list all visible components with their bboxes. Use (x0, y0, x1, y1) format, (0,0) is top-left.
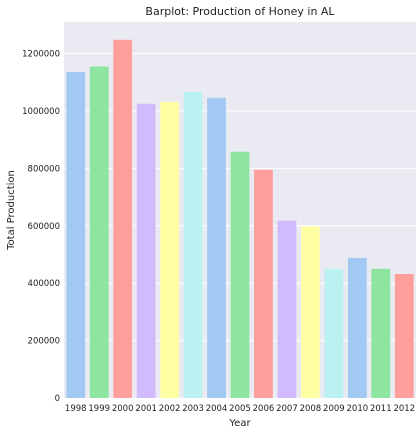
y-tick-label: 200000 (28, 337, 60, 347)
chart-title: Barplot: Production of Honey in AL (145, 5, 335, 18)
y-tick-label: 800000 (28, 164, 60, 174)
x-tick-label: 2012 (393, 404, 415, 414)
x-tick-label: 2003 (182, 404, 204, 414)
x-tick-label: 2000 (112, 404, 134, 414)
x-axis-label: Year (228, 418, 251, 429)
bar-2005 (230, 151, 250, 398)
bar-2003 (183, 92, 203, 399)
x-tick-label: 1998 (65, 404, 87, 414)
bar-2000 (113, 39, 133, 399)
x-tick-label: 2006 (253, 404, 275, 414)
bar-2010 (347, 257, 367, 398)
bar-1998 (66, 71, 86, 398)
bar-2008 (301, 226, 320, 398)
bar-2007 (277, 220, 297, 398)
y-tick-labels: 0 200000 400000 600000 800000 1000000 1200000 (22, 50, 60, 404)
bar-2002 (160, 101, 179, 399)
x-tick-label: 2004 (206, 404, 228, 414)
y-tick-label: 0 (55, 394, 60, 404)
bars (66, 39, 414, 399)
y-tick-label: 400000 (28, 279, 60, 289)
bar-2011 (371, 268, 391, 398)
x-tick-label: 2001 (135, 404, 157, 414)
bar-2006 (254, 169, 273, 398)
x-tick-label: 2007 (276, 404, 298, 414)
bar-2009 (324, 268, 344, 398)
y-axis-label: Total Production (6, 170, 17, 251)
x-tick-label: 2008 (300, 404, 322, 414)
bar-1999 (89, 66, 109, 398)
x-tick-label: 2011 (370, 404, 392, 414)
x-tick-label: 2010 (347, 404, 369, 414)
bar-2012 (394, 274, 414, 398)
y-tick-label: 600000 (28, 222, 60, 232)
x-tick-label: 2005 (229, 404, 251, 414)
x-tick-labels: 1998 1999 2000 2001 2002 2003 2004 2005 2006 2007… (65, 404, 415, 414)
x-tick-label: 1999 (88, 404, 110, 414)
x-tick-label: 2009 (323, 404, 345, 414)
x-tick-label: 2002 (159, 404, 181, 414)
y-tick-label: 1200000 (22, 50, 60, 60)
y-tick-label: 1000000 (22, 107, 60, 117)
bar-2004 (207, 97, 226, 398)
bar-2001 (136, 103, 156, 399)
